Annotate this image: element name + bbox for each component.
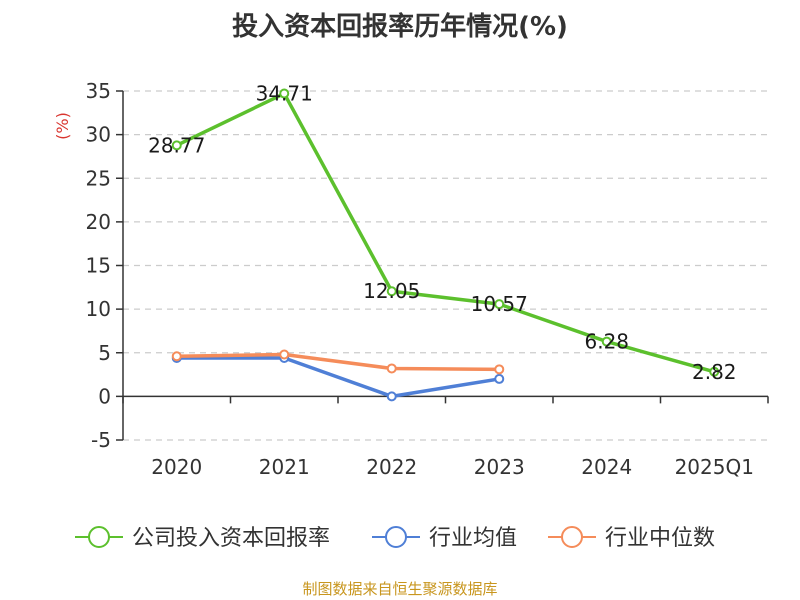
data-point <box>494 299 505 310</box>
legend-marker <box>385 526 407 548</box>
data-point <box>171 351 182 362</box>
data-label: 6.28 <box>584 330 629 354</box>
y-tick-label: 10 <box>86 297 111 321</box>
legend-label: 公司投入资本回报率 <box>132 526 330 551</box>
data-point <box>386 363 397 374</box>
y-axis-label: (%) <box>53 112 72 140</box>
data-label: 12.05 <box>363 279 420 303</box>
data-point <box>494 364 505 375</box>
data-point <box>171 140 182 151</box>
legend-marker <box>561 526 583 548</box>
series-line <box>176 356 500 399</box>
chart-title: 投入资本回报率历年情况(%) <box>232 12 568 42</box>
x-tick-label: 2023 <box>474 455 525 479</box>
y-tick-label: 5 <box>98 341 111 365</box>
x-tick-label: 2025Q1 <box>675 455 754 479</box>
y-tick-label: 25 <box>86 166 111 190</box>
data-point <box>279 349 290 360</box>
data-label: 28.77 <box>148 133 205 157</box>
x-tick-label: 2020 <box>151 455 202 479</box>
y-tick-label: 20 <box>86 210 111 234</box>
y-tick-label: 15 <box>86 254 111 278</box>
data-label: 34.71 <box>256 82 313 106</box>
source-note: 制图数据来自恒生聚源数据库 <box>302 580 498 598</box>
legend-marker <box>88 526 110 548</box>
y-tick-label: 30 <box>86 123 111 147</box>
x-tick-label: 2024 <box>581 455 632 479</box>
data-point <box>601 336 612 347</box>
series-line <box>175 91 715 374</box>
x-tick-label: 2022 <box>366 455 417 479</box>
data-point <box>279 88 290 99</box>
data-point <box>386 391 397 402</box>
legend-label: 行业均值 <box>429 526 517 551</box>
y-tick-label: -5 <box>91 428 111 452</box>
data-point <box>494 373 505 384</box>
x-tick-label: 2021 <box>259 455 310 479</box>
series-line <box>176 352 500 372</box>
data-point <box>386 286 397 297</box>
y-tick-label: 35 <box>86 79 111 103</box>
data-label: 2.82 <box>692 360 737 384</box>
data-label: 10.57 <box>471 292 528 316</box>
data-point <box>709 366 720 377</box>
legend-label: 行业中位数 <box>605 526 715 551</box>
y-tick-label: 0 <box>98 384 111 408</box>
